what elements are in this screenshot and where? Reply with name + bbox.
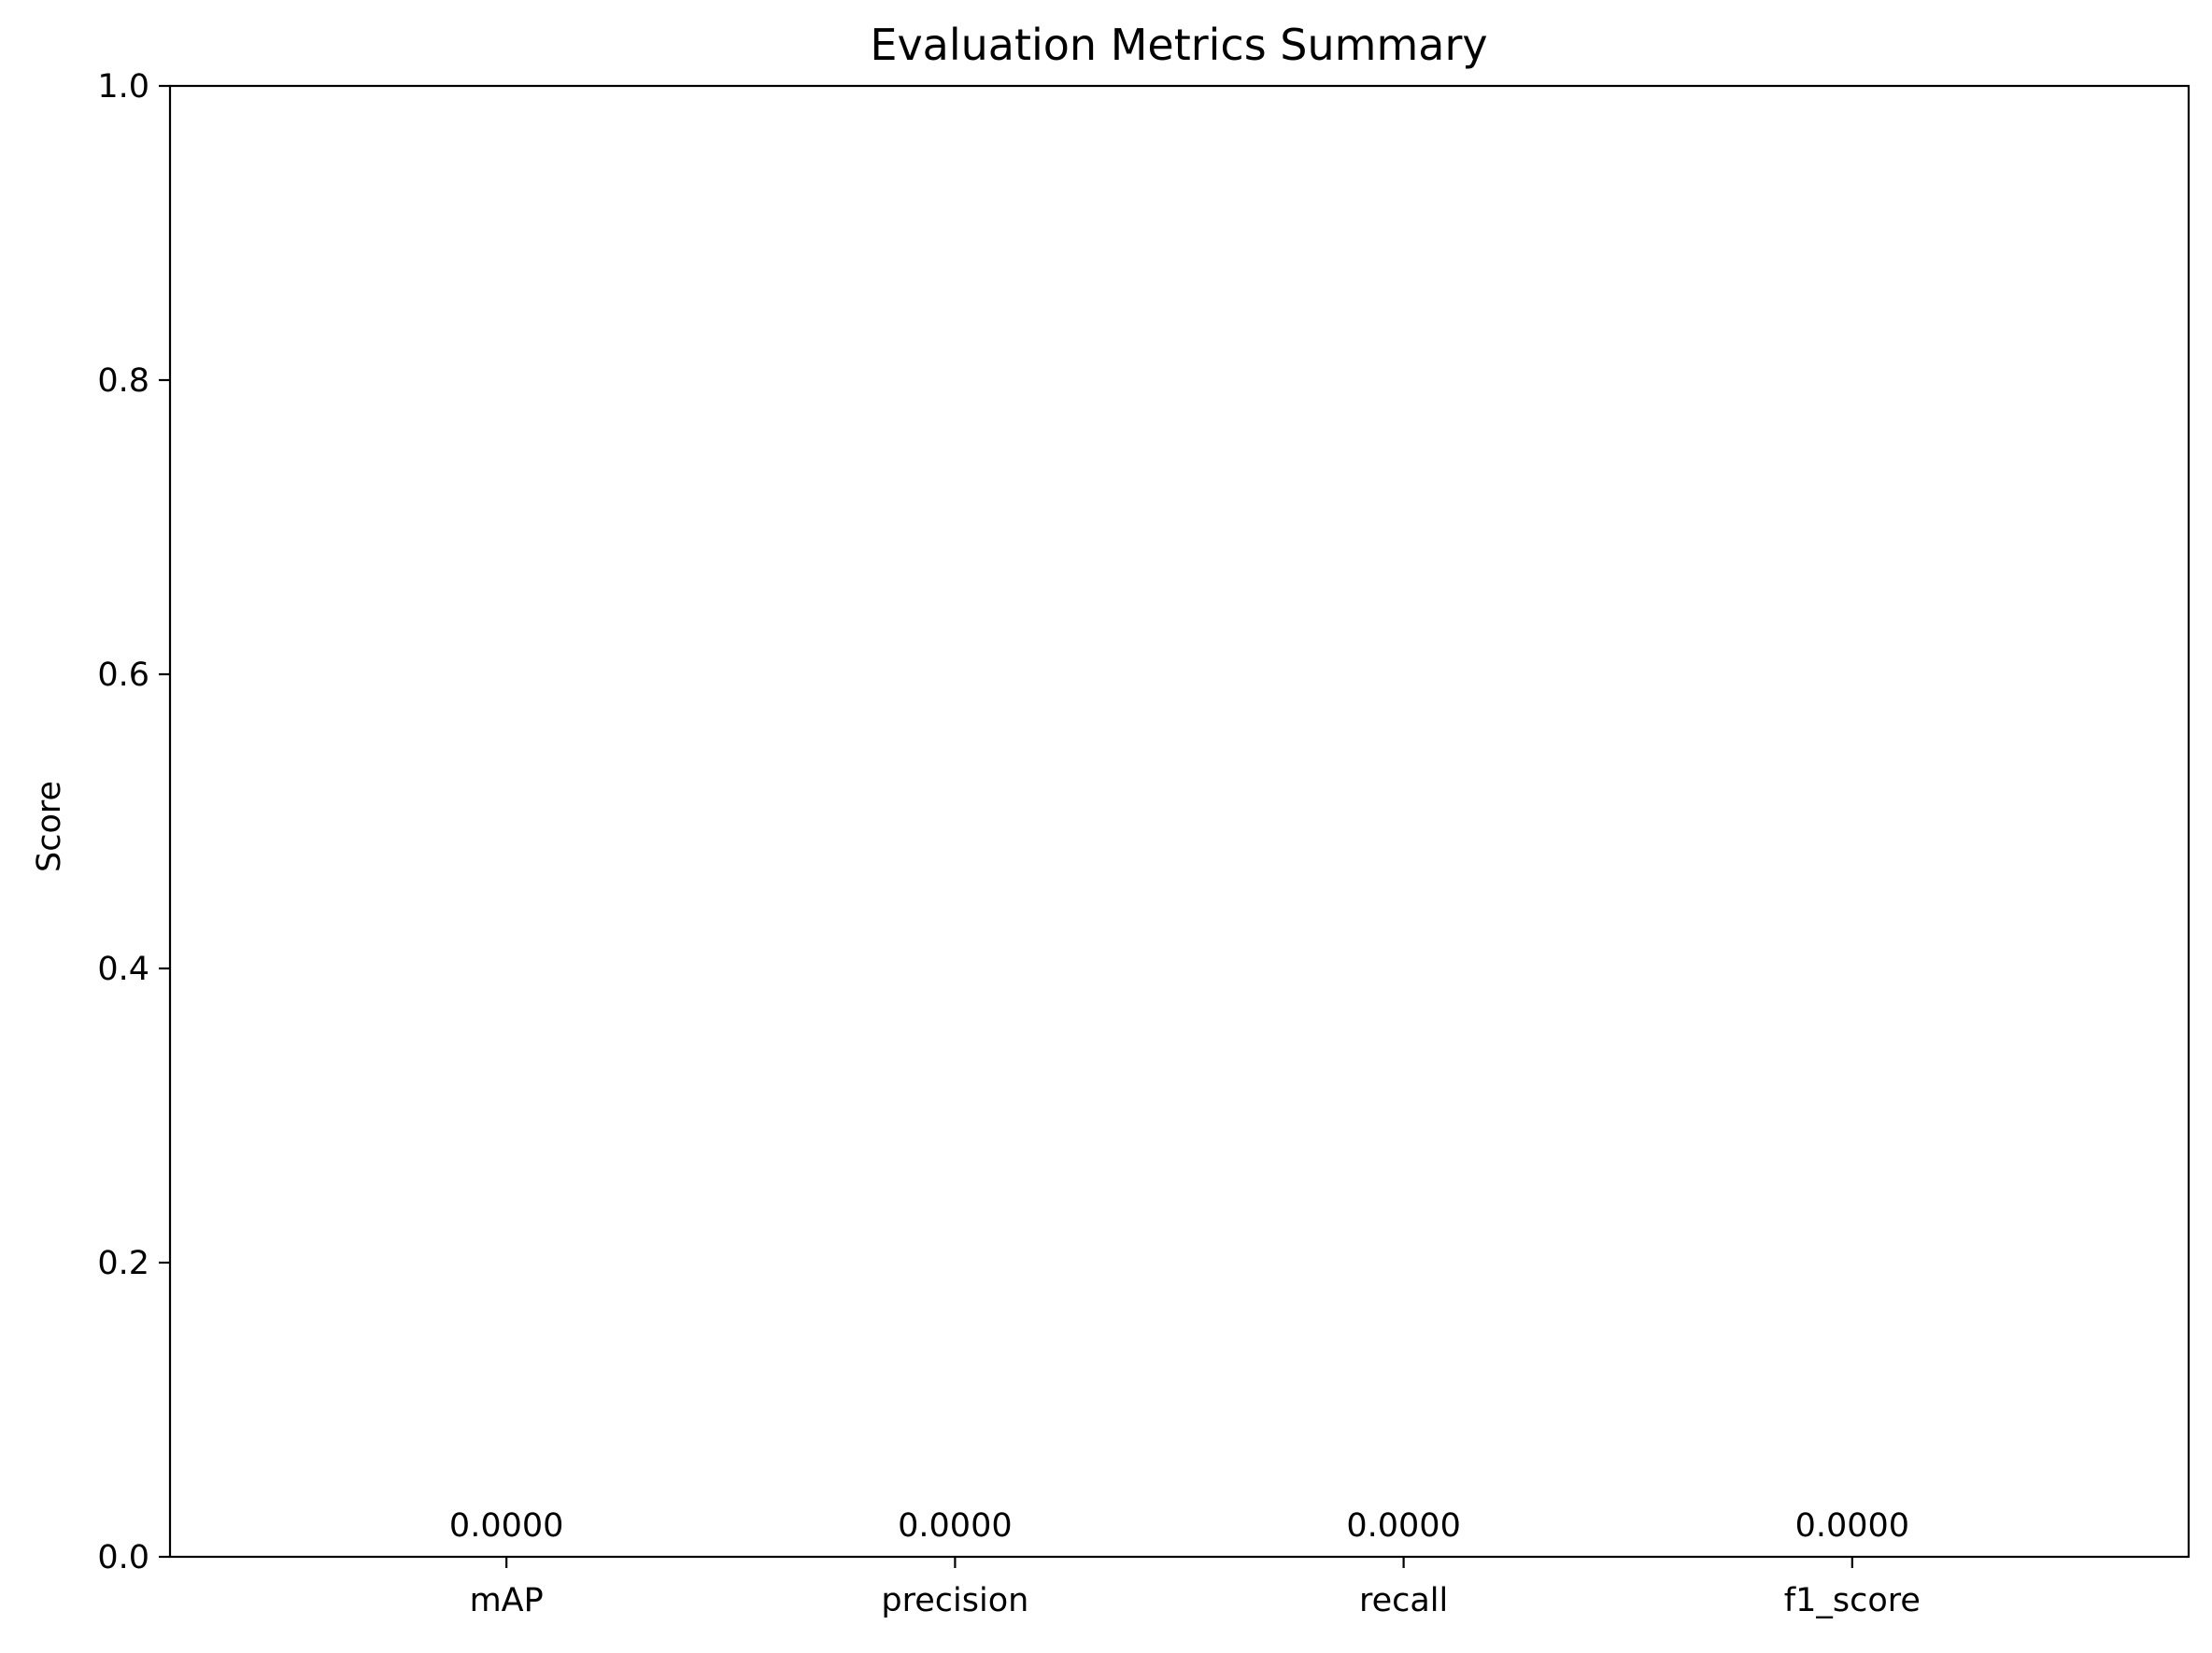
y-tick-label: 0.0 [97, 1539, 149, 1576]
data-label: 0.0000 [1346, 1507, 1460, 1545]
data-label: 0.0000 [449, 1507, 563, 1545]
x-tick-label: f1_score [1784, 1582, 1921, 1619]
chart-title: Evaluation Metrics Summary [870, 20, 1487, 70]
y-axis-label: Score [31, 781, 68, 872]
x-tick-label: precision [881, 1582, 1028, 1619]
y-tick-label: 1.0 [97, 68, 149, 106]
y-tick-label: 0.2 [97, 1245, 149, 1282]
y-tick-label: 0.4 [97, 951, 149, 988]
plot-frame [168, 84, 2191, 1559]
x-tick-label: mAP [470, 1582, 544, 1619]
y-tick-label: 0.6 [97, 657, 149, 694]
x-tick-label: recall [1359, 1582, 1448, 1619]
plot-area: 0.0 0.2 0.4 0.6 0.8 1.0 mAP precision recall f1_s… [97, 68, 2191, 1619]
data-label: 0.0000 [898, 1507, 1012, 1545]
y-tick-label: 0.8 [97, 362, 149, 400]
data-label: 0.0000 [1795, 1507, 1909, 1545]
